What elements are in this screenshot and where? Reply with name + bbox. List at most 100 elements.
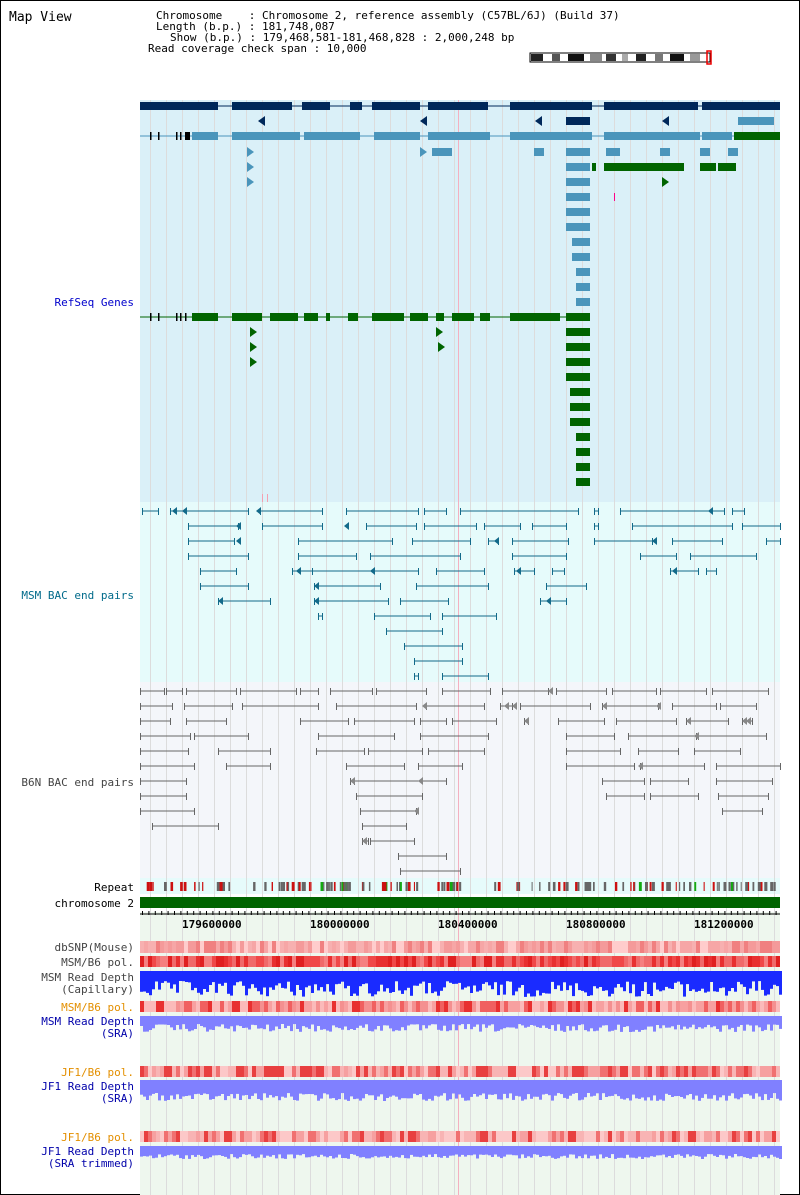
- jf1-trimmed-depth: [737, 1146, 740, 1157]
- msm-depth-capillary-label[interactable]: MSM Read Depth (Capillary): [41, 972, 134, 996]
- msm-capillary-depth: [602, 971, 605, 991]
- msm-sra-depth: [656, 1016, 659, 1025]
- msm-sra-depth: [401, 1016, 404, 1028]
- msm-bac-pair: [236, 568, 237, 575]
- msm-b6-pol2-cell: [324, 1001, 328, 1012]
- msm-b6-pol2-cell: [644, 1001, 648, 1012]
- msm-b6-pol2-cell: [716, 1001, 720, 1012]
- jf1-b6-pol-cell: [276, 1066, 280, 1077]
- msm-b6-pol2-cell: [344, 1001, 348, 1012]
- jf1-trimmed-depth: [773, 1146, 776, 1157]
- msm-bac-label[interactable]: MSM BAC end pairs: [21, 589, 134, 602]
- msm-marker: [262, 494, 263, 502]
- msm-b6-pol2-cell: [696, 1001, 700, 1012]
- msm-bac-pair: [322, 613, 323, 620]
- jf1-trimmed-depth: [242, 1146, 245, 1155]
- msm-sra-depth: [281, 1016, 284, 1024]
- dbsnp-cell: [728, 941, 732, 953]
- axis-tick: [334, 911, 335, 915]
- jf1-depth-trimmed-label[interactable]: JF1 Read Depth (SRA trimmed): [41, 1146, 134, 1170]
- jf1-sra-depth: [395, 1080, 398, 1097]
- jf1-b6-pol-label-1[interactable]: JF1/B6 pol.: [61, 1066, 134, 1079]
- jf1-sra-depth: [398, 1080, 401, 1100]
- repeat-feature: [323, 882, 325, 891]
- b6n-bac-pair: [370, 838, 371, 845]
- jf1-trimmed-depth: [269, 1146, 272, 1157]
- jf1-trimmed-depth: [404, 1146, 407, 1159]
- jf1-b6-pol-cell: [448, 1066, 452, 1077]
- msm-b6-pol-label-1[interactable]: MSM/B6 pol.: [61, 956, 134, 969]
- msm-b6-pol2-cell: [264, 1001, 268, 1012]
- msm-b6-pol2-cell: [172, 1001, 176, 1012]
- jf1-b6-pol-cell: [732, 1066, 736, 1077]
- jf1-b6-pol2-cell: [604, 1131, 608, 1142]
- msm-b6-pol-cell: [468, 956, 472, 967]
- msm-b6-pol2-cell: [212, 1001, 216, 1012]
- axis-tick: [404, 911, 406, 915]
- jf1-depth-sra-label[interactable]: JF1 Read Depth (SRA): [41, 1081, 134, 1105]
- msm-capillary-depth: [554, 971, 557, 990]
- dbsnp-cell: [672, 941, 676, 953]
- jf1-trimmed-depth: [251, 1146, 254, 1157]
- msm-sra-depth: [485, 1016, 488, 1028]
- jf1-sra-depth: [551, 1080, 554, 1101]
- jf1-trimmed-depth: [749, 1146, 752, 1159]
- chromosome-ideogram[interactable]: [0, 0, 800, 70]
- dbsnp-label[interactable]: dbSNP(Mouse): [54, 941, 134, 954]
- jf1-b6-pol2-cell: [444, 1131, 448, 1142]
- msm-capillary-depth: [185, 971, 188, 982]
- jf1-trimmed-depth: [353, 1146, 356, 1155]
- repeat-feature: [346, 882, 349, 891]
- jf1-sra-depth: [407, 1080, 410, 1099]
- msm-b6-pol2-cell: [484, 1001, 488, 1012]
- dbsnp-cell: [536, 941, 540, 953]
- msm-depth-sra-label[interactable]: MSM Read Depth (SRA): [41, 1016, 134, 1040]
- msm-sra-depth: [221, 1016, 224, 1025]
- msm-sra-depth: [476, 1016, 479, 1025]
- b6n-bac-pair: [766, 733, 767, 740]
- repeat-feature: [341, 882, 344, 891]
- msm-capillary-depth: [356, 971, 359, 996]
- msm-capillary-depth: [254, 971, 257, 988]
- msm-capillary-depth: [473, 971, 476, 986]
- msm-b6-pol2-cell: [736, 1001, 740, 1012]
- msm-b6-pol-label-2[interactable]: MSM/B6 pol.: [61, 1001, 134, 1014]
- refseq-genes-label[interactable]: RefSeq Genes: [54, 296, 134, 309]
- msm-capillary-depth: [164, 971, 167, 982]
- jf1-b6-pol-label-2[interactable]: JF1/B6 pol.: [61, 1131, 134, 1144]
- msm-b6-pol2-cell: [548, 1001, 552, 1012]
- jf1-sra-depth: [380, 1080, 383, 1095]
- jf1-trimmed-depth: [218, 1146, 221, 1156]
- msm-b6-pol2-cell: [448, 1001, 452, 1012]
- jf1-sra-depth: [689, 1080, 692, 1094]
- b6n-bac-pair: [140, 808, 141, 815]
- jf1-b6-pol2-cell: [660, 1131, 664, 1142]
- repeat-feature: [149, 882, 153, 891]
- grid-line: [454, 100, 455, 1195]
- msm-b6-pol-cell: [296, 956, 300, 967]
- b6n-bac-pair: [194, 733, 195, 740]
- msm-b6-pol2-cell: [376, 1001, 380, 1012]
- msm-b6-pol2-cell: [756, 1001, 760, 1012]
- repeat-feature: [587, 882, 589, 891]
- jf1-sra-depth: [167, 1080, 170, 1100]
- dbsnp-cell: [320, 941, 324, 953]
- msm-b6-pol-cell: [612, 956, 616, 967]
- repeat-feature: [732, 882, 735, 891]
- dbsnp-cell: [452, 941, 456, 953]
- b6n-bac-pair: [346, 763, 347, 770]
- msm-sra-depth: [710, 1016, 713, 1028]
- b6n-bac-label[interactable]: B6N BAC end pairs: [21, 776, 134, 789]
- msm-bac-end: [172, 507, 177, 515]
- dbsnp-cell: [216, 941, 220, 953]
- b6n-bac-pair: [660, 688, 661, 695]
- msm-sra-depth: [173, 1016, 176, 1031]
- msm-capillary-depth: [680, 971, 683, 985]
- jf1-trimmed-depth: [413, 1146, 416, 1157]
- jf1-b6-pol2-cell: [200, 1131, 204, 1142]
- msm-capillary-depth: [689, 971, 692, 991]
- axis-tick: [327, 911, 329, 915]
- msm-capillary-depth: [563, 971, 566, 983]
- msm-b6-pol-cell: [532, 956, 536, 967]
